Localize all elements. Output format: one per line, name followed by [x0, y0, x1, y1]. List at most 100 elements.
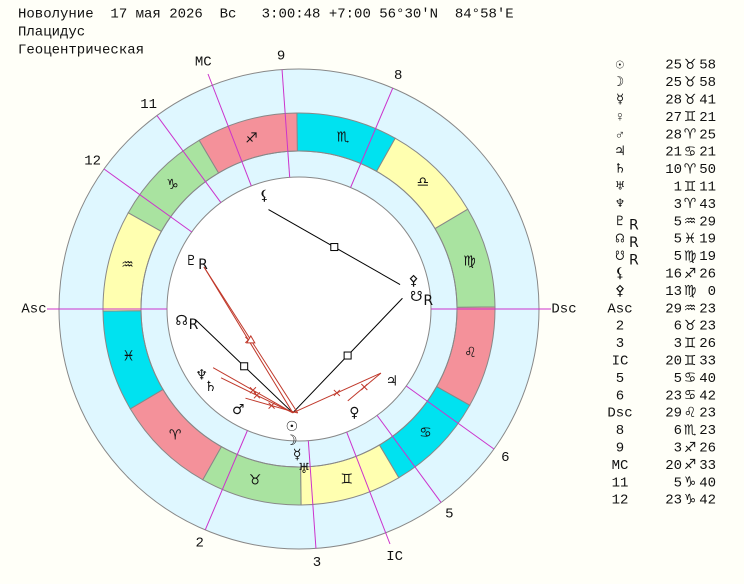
table-name: 9: [616, 441, 624, 457]
sign-glyph: ♉︎: [249, 472, 262, 488]
table-min: 21: [699, 110, 716, 126]
table-name: Asc: [607, 301, 632, 317]
house-cusp: [207, 73, 252, 187]
table-min: 21: [699, 145, 716, 161]
table-sign: ♊︎: [684, 353, 697, 369]
table-name: 3: [616, 336, 624, 352]
planet-glyph: ☿: [293, 447, 302, 463]
table-sign: ♈︎: [684, 127, 697, 143]
house-label: MC: [195, 55, 212, 71]
house-label: Asc: [21, 302, 46, 318]
table-deg: 13: [665, 284, 682, 300]
planet-glyph: ♅: [298, 461, 311, 477]
table-name: ♃: [616, 145, 624, 161]
aspect-marker: [240, 362, 249, 371]
table-retro: R: [629, 235, 639, 251]
table-sign: ♐︎: [684, 266, 697, 282]
table-sign: ♊︎: [684, 335, 697, 351]
table-sign: ♉︎: [684, 74, 697, 90]
house-label: 6: [501, 450, 509, 466]
table-deg: 16: [665, 267, 682, 283]
planet-glyph: ♀: [349, 405, 359, 421]
table-sign: ♒︎: [684, 214, 697, 230]
planet-glyph: ⚸: [259, 188, 269, 204]
planet-glyph: ♄: [204, 379, 217, 395]
aspect-marker: [268, 402, 275, 409]
sign-glyph: ♏︎: [337, 130, 350, 146]
table-deg: 5: [674, 475, 682, 491]
table-name: 5: [616, 371, 624, 387]
table-sign: ♈︎: [684, 161, 697, 177]
table-name: ⚸: [615, 267, 625, 283]
house-cusp: [376, 415, 442, 503]
table-min: 25: [699, 127, 716, 143]
table-deg: 3: [674, 441, 682, 457]
table-name: 12: [612, 493, 629, 509]
table-sign: ♉︎: [684, 92, 697, 108]
header-line: Плацидус: [18, 25, 85, 41]
table-sign: ♌︎: [684, 405, 697, 421]
table-name: ♂: [616, 127, 624, 143]
table-min: 41: [699, 93, 716, 109]
table-min: 29: [699, 214, 716, 230]
retro-mark: R: [189, 317, 199, 333]
table-deg: 20: [665, 458, 682, 474]
house-cusp: [156, 115, 222, 203]
table-name: ☉: [616, 58, 624, 74]
planet-glyph: ☋: [410, 289, 422, 305]
retro-mark: R: [198, 257, 208, 273]
table-name: Dsc: [607, 406, 632, 422]
table-sign: ♉︎: [684, 318, 697, 334]
planet-glyph: ☊: [175, 313, 187, 329]
house-label: 8: [394, 68, 402, 84]
table-deg: 21: [665, 145, 682, 161]
table-name: MC: [612, 458, 629, 474]
sign-glyph: ♋︎: [419, 425, 432, 441]
planet-glyph: ♆: [195, 368, 208, 384]
planet-glyph: ♇: [185, 253, 198, 269]
sign-glyph: ♌︎: [464, 345, 477, 361]
table-name: IC: [612, 354, 629, 370]
table-min: 43: [699, 197, 716, 213]
planet-glyph: ☉: [286, 419, 299, 435]
retro-mark: R: [423, 293, 433, 309]
sign-glyph: ♓︎: [122, 349, 135, 365]
table-deg: 25: [665, 58, 682, 74]
aspect-marker: [253, 391, 261, 399]
table-deg: 3: [674, 336, 682, 352]
table-deg: 1: [674, 180, 682, 196]
house-cusp: [204, 430, 248, 531]
house-label: 12: [84, 154, 101, 170]
table-name: 8: [616, 423, 624, 439]
planet-glyph: ♃: [386, 374, 399, 390]
table-name: 2: [616, 319, 624, 335]
table-min: 19: [699, 232, 716, 248]
table-deg: 29: [665, 301, 682, 317]
table-deg: 23: [665, 388, 682, 404]
table-sign: ♓︎: [684, 231, 697, 247]
aspect-marker: [333, 389, 341, 397]
table-name: ☋: [616, 249, 625, 265]
sign-glyph: ♑︎: [166, 177, 179, 193]
sign-glyph: ♎︎: [417, 175, 430, 191]
table-min: 23: [699, 423, 716, 439]
table-name: ♇: [616, 214, 624, 230]
table-sign: ♋︎: [684, 370, 697, 386]
table-deg: 27: [665, 110, 682, 126]
aspect-marker: [343, 351, 352, 360]
table-deg: 5: [674, 371, 682, 387]
table-name: ☊: [616, 232, 625, 248]
table-sign: ♐︎: [684, 440, 697, 456]
table-deg: 6: [674, 319, 682, 335]
table-deg: 29: [665, 406, 682, 422]
table-min: 58: [699, 75, 716, 91]
table-name: ☿: [616, 93, 624, 109]
center-disc: [166, 176, 432, 442]
house-label: 5: [445, 506, 453, 522]
table-deg: 5: [674, 214, 682, 230]
house-cusp: [405, 385, 495, 450]
house-label: IC: [386, 549, 403, 565]
table-sign: ♍︎: [684, 283, 697, 299]
aspect-marker: [330, 243, 339, 252]
table-min: 42: [699, 493, 716, 509]
